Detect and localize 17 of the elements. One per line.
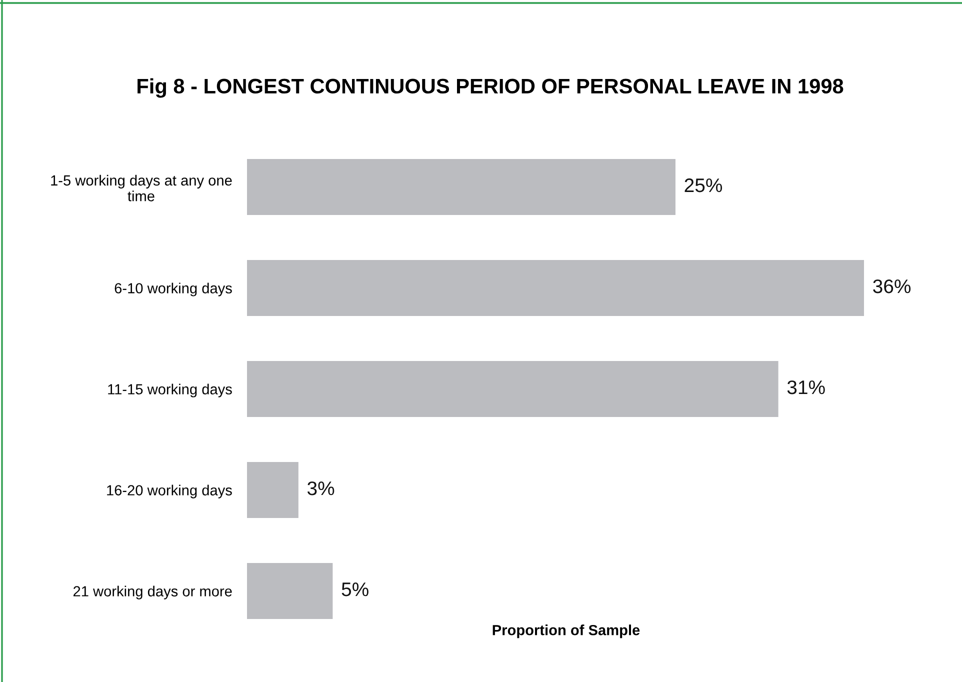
bar [247,361,778,417]
bar [247,462,298,518]
data-label: 25% [684,178,722,192]
y-tick-label: 21 working days or more [73,586,232,600]
bar [247,563,333,619]
data-label: 31% [787,380,825,394]
data-label: 36% [873,279,911,294]
chart-title: Fig 8 - LONGEST CONTINUOUS PERIOD OF PERSONAL LEAVE IN 1998 [138,78,844,98]
y-tick-label: 6-10 working days [114,282,232,296]
x-axis-title: Proportion of Sample [492,624,640,638]
y-tick-label: 16-20 working days [107,484,232,498]
y-tick-label: 1-5 working days at any one time [51,174,232,202]
data-label: 5% [342,582,368,596]
bar [247,159,676,215]
data-label: 3% [307,481,334,496]
y-tick-label: 11-15 working days [108,384,232,398]
bar [247,260,864,316]
